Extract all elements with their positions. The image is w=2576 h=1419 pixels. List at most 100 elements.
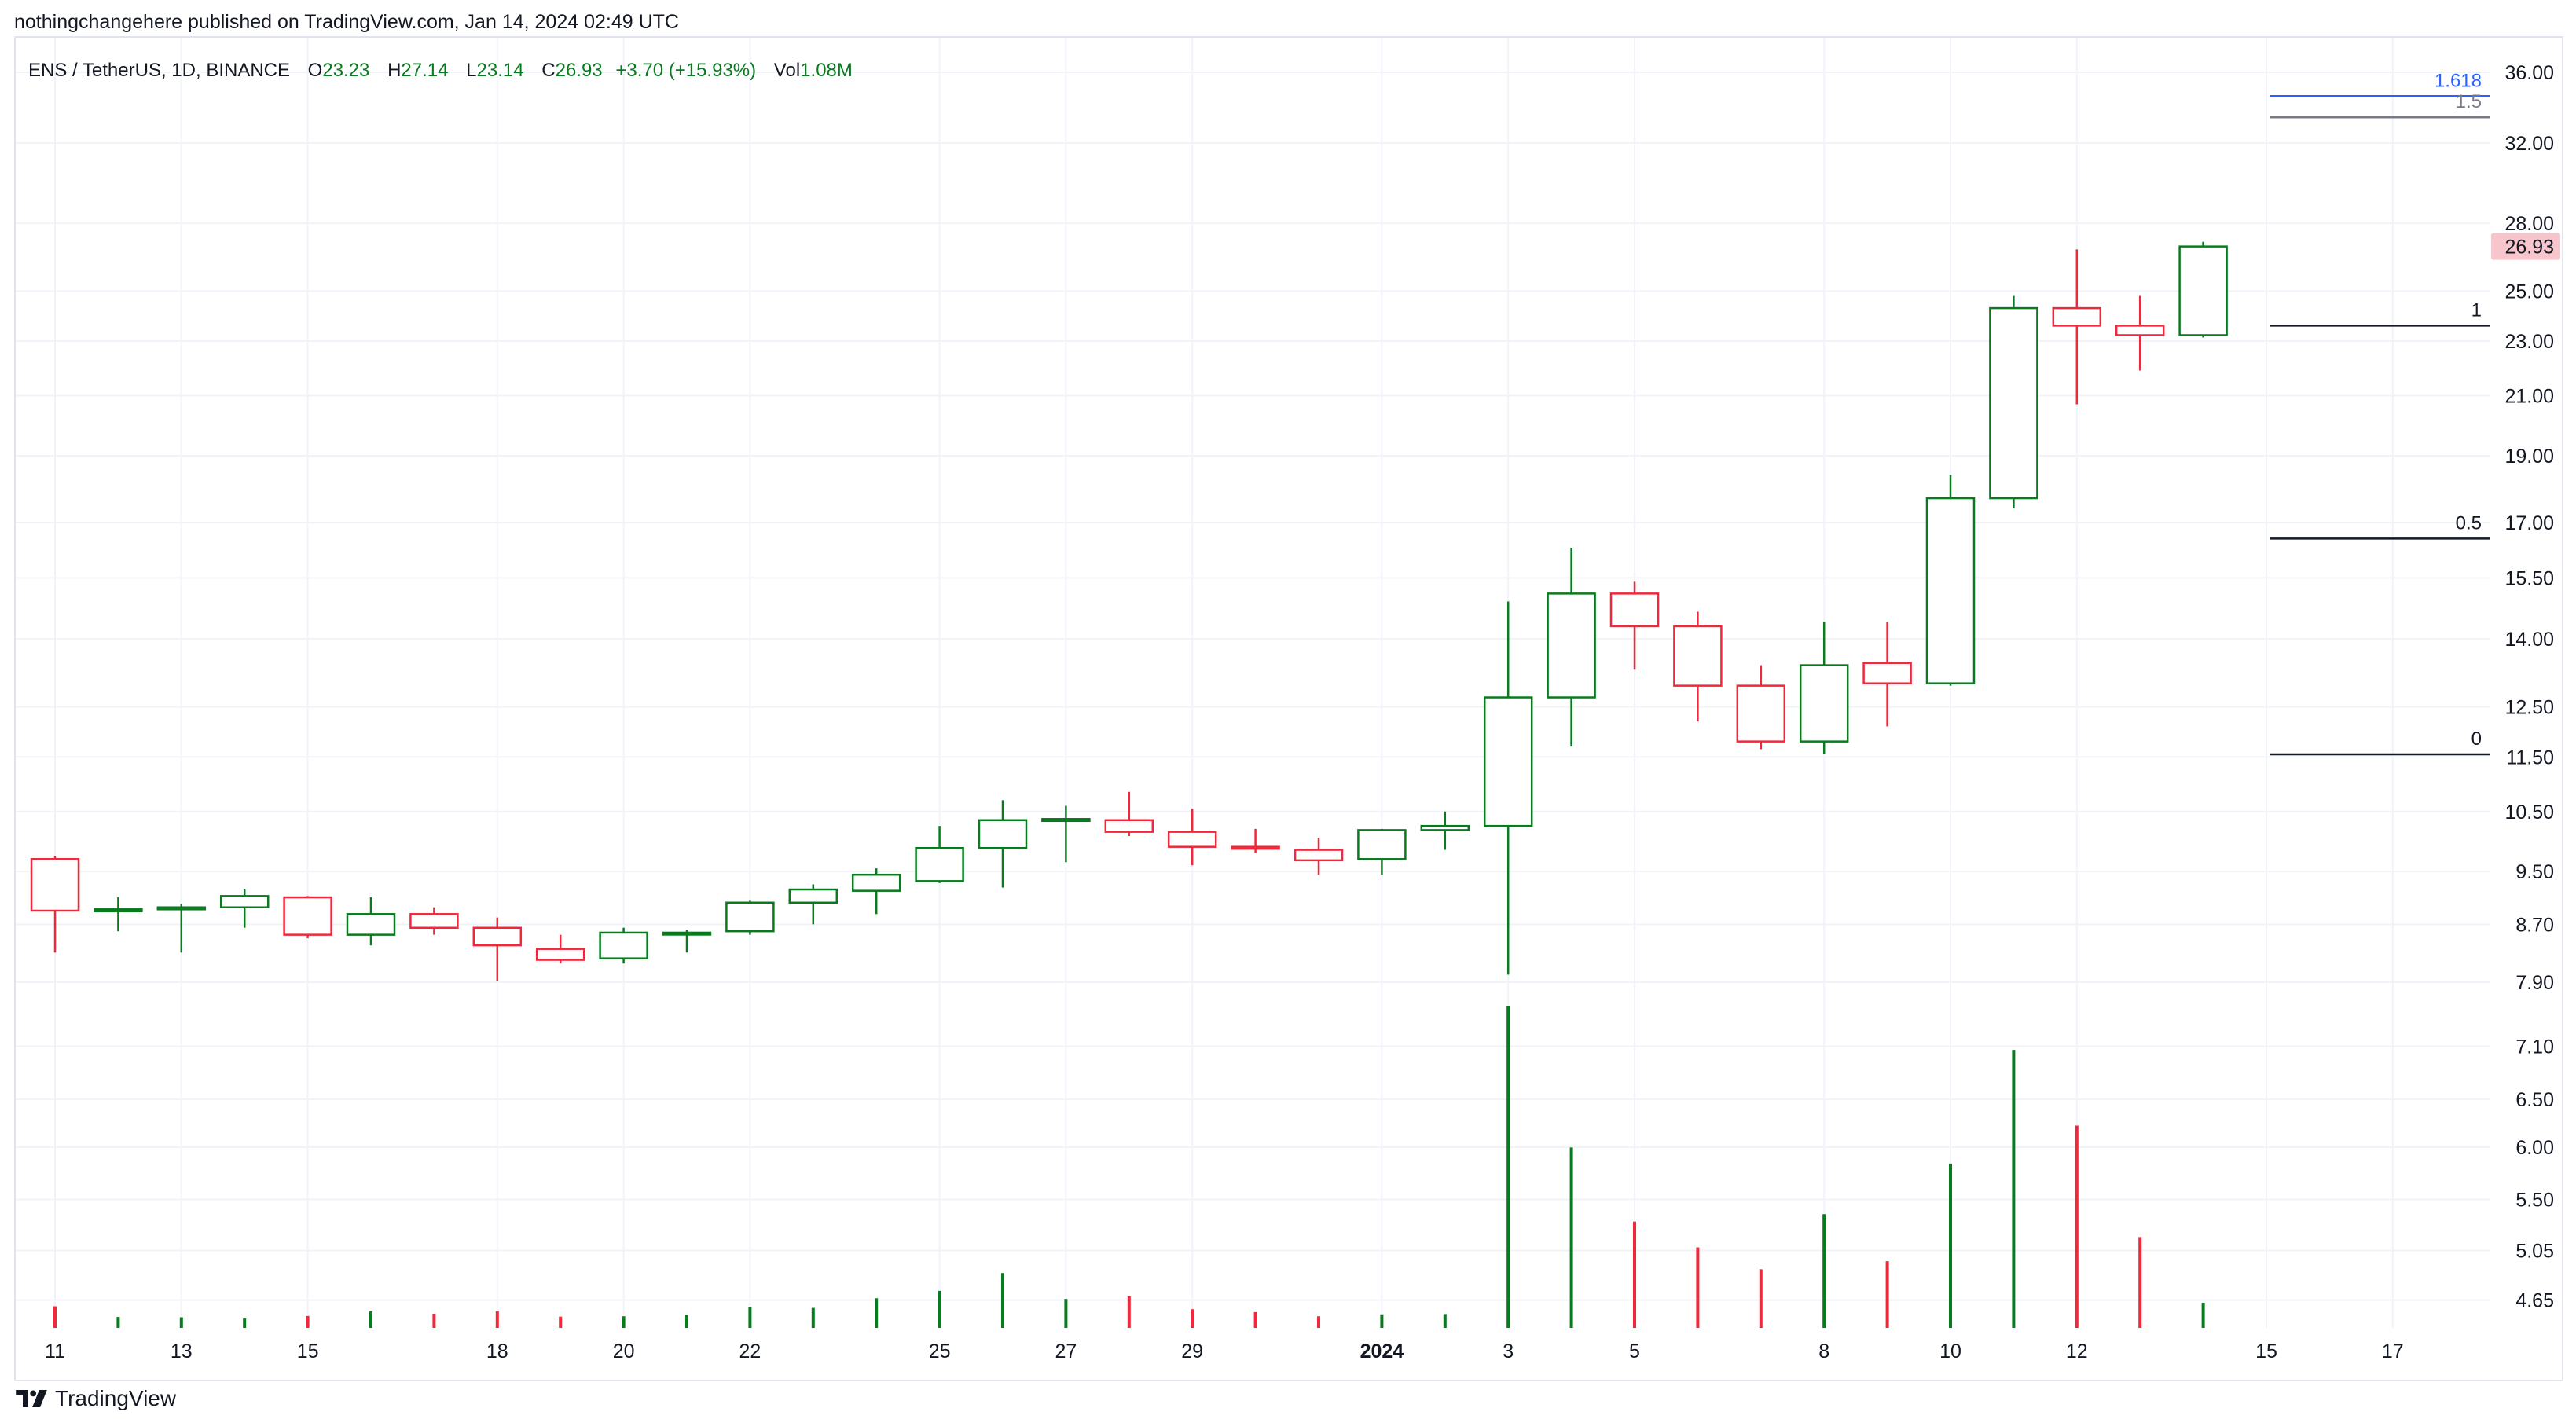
- candle-body: [725, 901, 775, 933]
- candle[interactable]: [1862, 622, 1912, 727]
- candle[interactable]: [2178, 241, 2228, 338]
- candle[interactable]: [1167, 808, 1217, 866]
- candle[interactable]: [725, 900, 775, 935]
- x-tick-label: 11: [45, 1340, 65, 1362]
- x-tick-label: 25: [929, 1340, 951, 1362]
- x-tick-label: 12: [2066, 1340, 2088, 1362]
- candle-body: [283, 896, 332, 936]
- candle[interactable]: [535, 934, 585, 964]
- candle-body: [851, 873, 901, 892]
- last-price-label: 26.93: [2504, 236, 2554, 258]
- candle-body: [535, 948, 585, 961]
- fib-level-label: 1: [2471, 299, 2482, 321]
- candle[interactable]: [409, 907, 459, 935]
- candle[interactable]: [346, 897, 396, 946]
- y-tick-label: 21.00: [2504, 386, 2554, 408]
- candle[interactable]: [599, 927, 648, 964]
- x-tick-label: 3: [1503, 1340, 1514, 1362]
- symbol-label[interactable]: ENS / TetherUS, 1D, BINANCE: [28, 60, 290, 81]
- x-tick-label: 17: [2382, 1340, 2404, 1362]
- candle-body: [1357, 829, 1407, 860]
- candle[interactable]: [219, 889, 270, 928]
- x-tick-label: 20: [613, 1340, 635, 1362]
- candle[interactable]: [1231, 828, 1280, 853]
- candle[interactable]: [1420, 811, 1470, 850]
- high-key: H: [387, 60, 402, 81]
- candle[interactable]: [1357, 828, 1407, 875]
- volume-value: 1.08M: [800, 60, 853, 81]
- candle[interactable]: [1041, 805, 1091, 863]
- y-tick-label: 11.50: [2506, 746, 2554, 768]
- y-tick-label: 17.00: [2504, 512, 2554, 534]
- candle-body: [219, 895, 270, 908]
- candle[interactable]: [2115, 295, 2165, 371]
- open-value: 23.23: [322, 60, 370, 81]
- x-tick-label: 18: [486, 1340, 508, 1362]
- x-tick-label: 5: [1629, 1340, 1640, 1362]
- candle[interactable]: [94, 897, 143, 932]
- candle[interactable]: [1483, 601, 1533, 975]
- publisher-line: nothingchangehere published on TradingVi…: [14, 11, 679, 33]
- candle[interactable]: [1547, 547, 1596, 747]
- candle-body: [409, 913, 459, 930]
- candle[interactable]: [1609, 581, 1660, 670]
- y-tick-label: 25.00: [2504, 280, 2554, 302]
- candle[interactable]: [1104, 791, 1154, 836]
- candle-body: [1989, 306, 2038, 500]
- candle[interactable]: [2052, 249, 2102, 405]
- candle-body: [1294, 849, 1344, 862]
- candle[interactable]: [1989, 295, 2038, 509]
- candle[interactable]: [851, 868, 901, 915]
- candle[interactable]: [915, 826, 964, 883]
- chart-frame: [14, 36, 2563, 1381]
- y-tick-label: 15.50: [2504, 567, 2554, 589]
- y-tick-label: 5.50: [2515, 1189, 2554, 1211]
- candle[interactable]: [1799, 622, 1849, 754]
- candle[interactable]: [662, 930, 712, 953]
- tradingview-logo-icon: [16, 1390, 47, 1407]
- x-tick-label: 22: [739, 1340, 761, 1362]
- candle[interactable]: [472, 917, 523, 981]
- candle[interactable]: [978, 800, 1028, 888]
- grid-lines: [16, 38, 2490, 1328]
- candle-body: [1925, 497, 1976, 684]
- candle[interactable]: [1294, 838, 1344, 875]
- candle-body: [94, 908, 143, 913]
- fib-level-label: 0.5: [2456, 512, 2482, 534]
- candle[interactable]: [1925, 475, 1976, 686]
- tradingview-logo[interactable]: TradingView: [16, 1383, 176, 1414]
- candle-body: [1167, 830, 1217, 848]
- y-tick-label: 9.50: [2515, 861, 2554, 883]
- candle-body: [156, 906, 207, 911]
- y-tick-label: 36.00: [2504, 62, 2554, 84]
- time-axis: 11 13 15 18 20 22 25 27 29 2024 3 5 8 10 12 15 17: [45, 1340, 2404, 1362]
- candle[interactable]: [1736, 665, 1786, 750]
- candle-body: [915, 846, 964, 882]
- candle[interactable]: [788, 884, 838, 925]
- candle[interactable]: [30, 856, 80, 953]
- close-key: C: [541, 60, 556, 81]
- candle[interactable]: [283, 896, 332, 939]
- candle[interactable]: [1673, 611, 1723, 722]
- candle-body: [1736, 684, 1786, 742]
- y-tick-label: 23.00: [2504, 331, 2554, 353]
- candle-body: [978, 819, 1028, 849]
- candle-body: [599, 931, 648, 959]
- volume-bars: [53, 1006, 2205, 1328]
- tradingview-brand: TradingView: [55, 1386, 177, 1410]
- x-tick-label: 2024: [1360, 1340, 1404, 1362]
- low-key: L: [466, 60, 477, 81]
- candlesticks: [30, 241, 2228, 981]
- candle[interactable]: [156, 904, 207, 953]
- y-tick-label: 32.00: [2504, 133, 2554, 155]
- y-tick-label: 5.05: [2515, 1241, 2554, 1263]
- candle-body: [346, 913, 396, 936]
- x-tick-label: 15: [2255, 1340, 2277, 1362]
- change-value: +3.70 (+15.93%): [615, 60, 757, 81]
- candle-body: [1673, 625, 1723, 687]
- y-tick-label: 10.50: [2504, 801, 2554, 823]
- y-tick-label: 6.50: [2515, 1089, 2554, 1111]
- candle-body: [1041, 818, 1091, 823]
